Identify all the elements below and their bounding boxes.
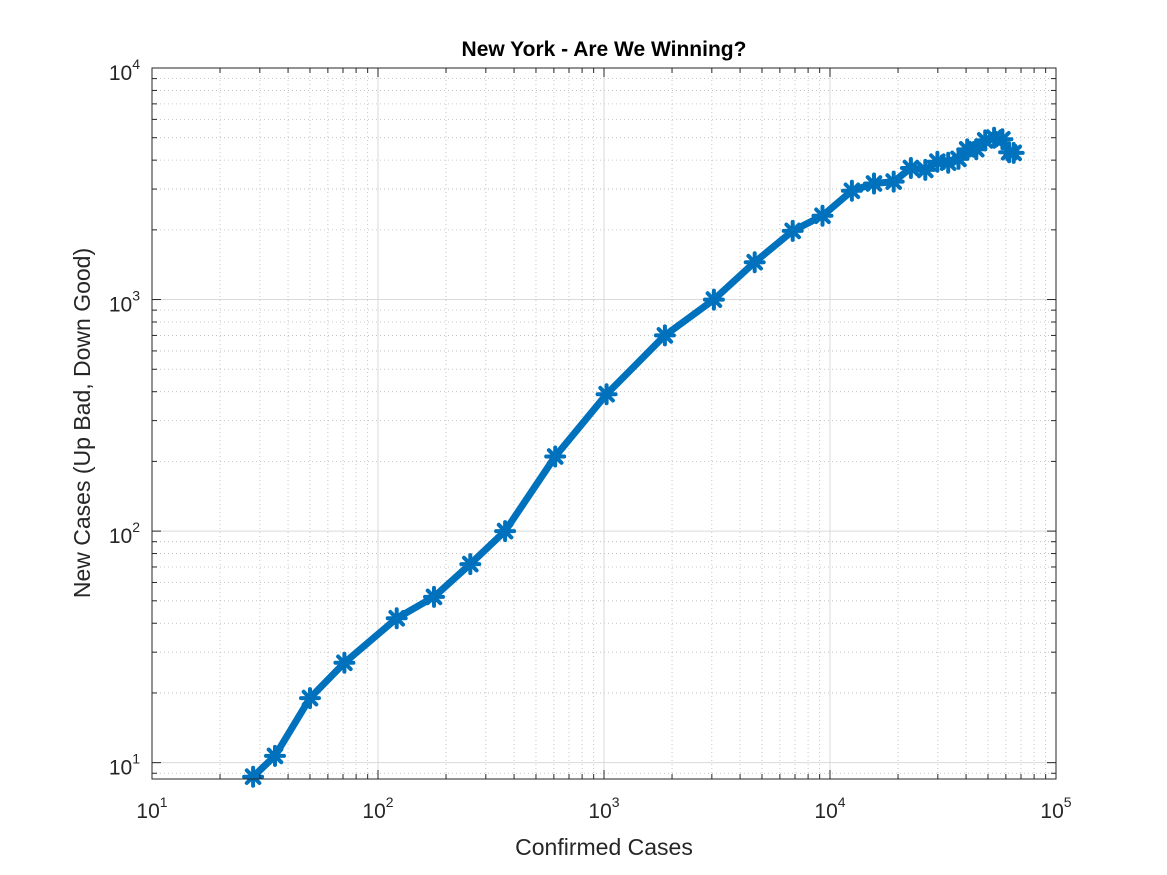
y-tick-base: 10 (109, 757, 132, 780)
data-point (264, 744, 286, 767)
y-tick-base: 10 (109, 62, 132, 85)
x-tick-base: 10 (1040, 800, 1063, 823)
data-point (882, 170, 905, 193)
data-point (595, 383, 618, 406)
x-tick-label: 101 (136, 794, 167, 823)
x-tick-label: 102 (362, 794, 393, 823)
x-tick-exponent: 5 (1064, 794, 1072, 810)
x-tick-exponent: 4 (838, 794, 846, 810)
data-point (333, 651, 356, 674)
y-tick-exponent: 3 (132, 288, 140, 304)
data-point (494, 520, 517, 543)
data-point (811, 204, 834, 227)
y-tick-label: 102 (109, 519, 140, 548)
x-tick-labels: 101 102 103 104 105 (136, 794, 1071, 823)
marker-stroke (902, 159, 920, 177)
x-tick-label: 105 (1040, 794, 1071, 823)
marker-stroke (546, 448, 564, 465)
data-point (702, 288, 725, 311)
marker-stroke (266, 747, 284, 765)
marker-stroke (843, 182, 861, 200)
marker-stroke (994, 131, 1011, 148)
marker-stroke (656, 327, 674, 344)
marker-stroke (598, 385, 615, 403)
marker-stroke (425, 588, 443, 606)
x-tick-exponent: 2 (386, 794, 394, 810)
data-point (840, 179, 863, 202)
marker-stroke (244, 768, 262, 786)
marker-stroke (885, 173, 903, 190)
x-tick-base: 10 (814, 800, 837, 823)
data-point (743, 251, 766, 274)
y-tick-exponent: 4 (132, 56, 140, 72)
y-tick-label: 101 (109, 751, 140, 780)
marker-stroke (336, 654, 353, 672)
data-point (242, 765, 265, 788)
marker-stroke (496, 522, 514, 540)
y-tick-base: 10 (109, 525, 132, 548)
data-point (299, 687, 321, 710)
marker-stroke (916, 161, 934, 179)
marker-stroke (705, 291, 723, 308)
marker-stroke (461, 555, 479, 573)
x-axis-label: Confirmed Cases (515, 834, 693, 860)
data-point (1002, 141, 1025, 164)
marker-stroke (814, 207, 831, 225)
data-point (653, 324, 676, 347)
data-point (781, 219, 804, 242)
x-tick-exponent: 1 (160, 794, 168, 810)
x-tick-label: 103 (588, 794, 619, 823)
x-tick-label: 104 (814, 794, 845, 823)
data-point (863, 172, 885, 195)
x-tick-exponent: 3 (612, 794, 620, 810)
marker-stroke (301, 689, 319, 707)
marker-stroke (746, 253, 764, 271)
marker-stroke (1005, 144, 1023, 162)
marker-stroke (388, 609, 406, 627)
series-layer (242, 126, 1025, 788)
data-point (459, 553, 482, 576)
y-tick-label: 104 (109, 56, 140, 85)
y-tick-exponent: 2 (132, 519, 140, 535)
tick-marks (151, 67, 1057, 779)
y-tick-label: 103 (109, 288, 140, 317)
x-tick-base: 10 (136, 800, 159, 823)
marker-stroke (784, 222, 802, 240)
chart-title: New York - Are We Winning? (462, 38, 747, 61)
data-point (544, 445, 567, 468)
data-point (385, 607, 408, 630)
data-point (423, 585, 445, 608)
x-tick-base: 10 (588, 800, 611, 823)
marker-stroke (865, 175, 883, 192)
y-tick-base: 10 (109, 294, 132, 317)
major-grid (152, 68, 1056, 779)
y-axis-label: New Cases (Up Bad, Down Good) (69, 248, 95, 598)
x-tick-base: 10 (362, 800, 385, 823)
y-tick-exponent: 1 (132, 751, 140, 767)
